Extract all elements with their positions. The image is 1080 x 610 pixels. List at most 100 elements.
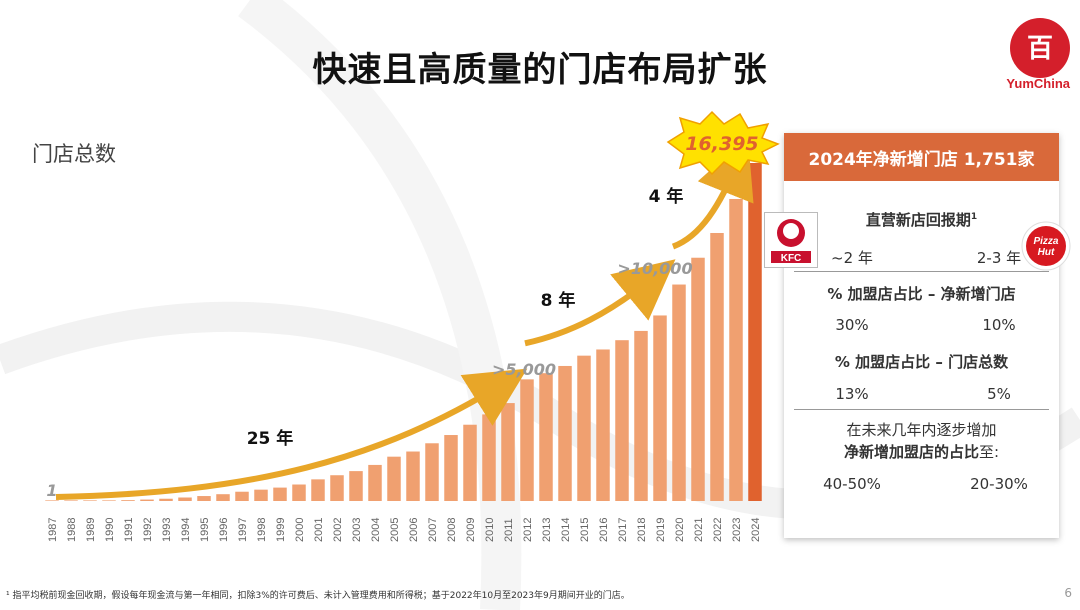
x-tick-label: 2017 (617, 518, 629, 542)
bar-1993 (159, 498, 173, 501)
x-tick-label: 2000 (294, 518, 306, 542)
x-tick-label: 1989 (85, 518, 97, 542)
bar-2001 (311, 479, 325, 501)
payback-kfc: ~2 年 (831, 249, 873, 267)
bar-2016 (596, 349, 610, 501)
bar-2014 (558, 365, 572, 501)
bar-1997 (235, 491, 249, 501)
x-tick-label: 1992 (142, 518, 154, 542)
bar-2024 (748, 163, 762, 501)
x-tick-label: 2005 (389, 518, 401, 542)
bar-1999 (273, 487, 287, 501)
y-axis-label: 门店总数 (32, 142, 116, 166)
franchise-new-ph: 10% (982, 316, 1016, 334)
x-tick-label: 2012 (522, 518, 534, 542)
page-number: 6 (1064, 586, 1072, 600)
franchise-new-title: % 加盟店占比 – 净新增门店 (827, 285, 1016, 303)
bar-1996 (216, 494, 230, 501)
franchise-total-kfc: 13% (835, 385, 869, 403)
label-25-years: 25 年 (247, 428, 294, 449)
x-tick-label: 1994 (180, 518, 192, 542)
x-tick-label: 2004 (370, 518, 382, 542)
bar-2013 (539, 373, 553, 501)
bar-1990 (102, 500, 116, 501)
svg-text:Hut: Hut (1038, 247, 1055, 258)
bar-2021 (691, 257, 705, 501)
franchise-new-kfc: 30% (835, 316, 869, 334)
bar-2009 (463, 424, 477, 501)
franchise-total-ph: 5% (987, 385, 1011, 403)
svg-text:百: 百 (1027, 34, 1053, 64)
bar-2017 (615, 340, 629, 501)
x-tick-label: 2014 (560, 518, 572, 542)
bar-2018 (634, 330, 648, 501)
x-tick-label: 2015 (579, 518, 591, 542)
label-4-years: 4 年 (649, 186, 684, 207)
x-tick-label: 2018 (636, 518, 648, 542)
bar-1991 (121, 500, 135, 501)
x-tick-label: 1995 (199, 518, 211, 542)
x-tick-label: 2009 (465, 518, 477, 542)
x-tick-label: 2010 (484, 518, 496, 542)
x-tick-label: 2022 (712, 518, 724, 542)
panel-header: 2024年净新增门店 1,751家 (784, 133, 1059, 181)
label-8-years: 8 年 (541, 290, 576, 311)
bar-2000 (292, 484, 306, 501)
x-tick-label: 1996 (218, 518, 230, 542)
payback-title: 直营新店回报期1 (865, 211, 978, 229)
x-tick-label: 2007 (427, 518, 439, 542)
growth-arrow-8y (524, 259, 676, 347)
future-kfc: 40-50% (823, 475, 881, 493)
bar-2004 (368, 464, 382, 501)
page-title: 快速且高质量的门店布局扩张 (312, 50, 768, 90)
x-tick-label: 2001 (313, 518, 325, 542)
bar-2015 (577, 355, 591, 501)
payback-ph: 2-3 年 (976, 249, 1022, 267)
future-line2: 净新增加盟店的占比至: (843, 443, 1000, 461)
bar-2008 (444, 435, 458, 501)
svg-text:Pizza: Pizza (1033, 236, 1058, 247)
x-tick-label: 2024 (750, 518, 762, 542)
x-tick-label: 1991 (123, 518, 135, 542)
label-5000: >5,000 (492, 360, 556, 379)
bar-2006 (406, 451, 420, 501)
label-first-store: 1 (46, 481, 57, 500)
x-tick-label: 2019 (655, 518, 667, 542)
bar-2011 (501, 403, 515, 501)
bar-1994 (178, 497, 192, 501)
future-line1: 在未来几年内逐步增加 (846, 421, 997, 439)
x-tick-label: 2013 (541, 518, 553, 542)
pizza-hut-logo: Pizza Hut (1021, 221, 1071, 271)
x-tick-label: 1988 (66, 518, 78, 542)
bar-2003 (349, 471, 363, 501)
x-tick-label: 2003 (351, 518, 363, 542)
kfc-logo: KFC (764, 212, 818, 268)
divider (794, 271, 1049, 272)
x-tick-label: 2016 (598, 518, 610, 542)
franchise-total-title: % 加盟店占比 – 门店总数 (834, 353, 1009, 371)
summary-panel: 2024年净新增门店 1,751家 直营新店回报期1 ~2 年 2-3 年 % … (784, 133, 1059, 538)
x-tick-label: 2011 (503, 518, 515, 542)
bar-1995 (197, 496, 211, 501)
future-ph: 20-30% (970, 475, 1028, 493)
bar-1992 (140, 499, 154, 501)
label-latest-count: 16,395 (685, 133, 758, 155)
x-tick-label: 1993 (161, 518, 173, 542)
yumchina-wordmark: YumChina (1006, 76, 1070, 91)
x-tick-label: 1998 (256, 518, 268, 542)
x-tick-label: 1987 (47, 518, 59, 542)
bar-2020 (672, 284, 686, 501)
x-tick-label: 2006 (408, 518, 420, 542)
footnote: ¹ 指平均税前现金回收期，假设每年现金流与第一年相同，扣除3%的许可费后、未计入… (6, 591, 630, 601)
starburst-highlight (666, 110, 780, 176)
bar-2023 (729, 198, 743, 502)
x-tick-label: 2023 (731, 518, 743, 542)
bar-1998 (254, 489, 268, 501)
svg-text:KFC: KFC (781, 253, 802, 264)
bar-2010 (482, 414, 496, 501)
divider (794, 409, 1049, 410)
bar-1987 (45, 500, 59, 501)
bar-2022 (710, 232, 724, 501)
bar-2019 (653, 315, 667, 501)
